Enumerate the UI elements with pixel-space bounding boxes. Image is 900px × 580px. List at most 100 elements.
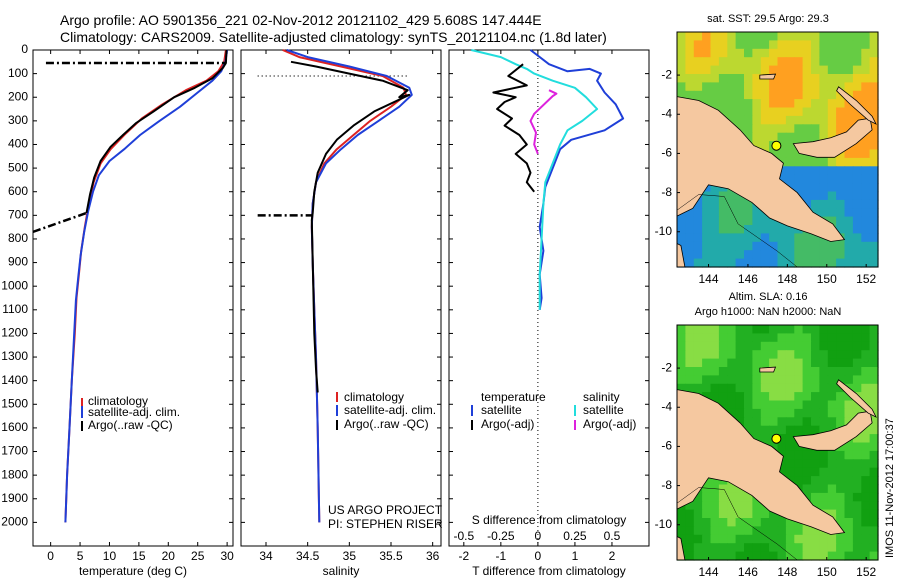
map-cell bbox=[735, 107, 745, 117]
map-cell bbox=[769, 425, 779, 435]
map-cell bbox=[718, 233, 728, 243]
map-cell bbox=[844, 501, 854, 511]
map-x-tick-label: 150 bbox=[817, 272, 837, 286]
temperature-xlabel: temperature (deg C) bbox=[79, 564, 187, 578]
map-cell bbox=[852, 526, 862, 536]
map-cell bbox=[819, 417, 829, 427]
map-cell bbox=[819, 325, 829, 334]
map-cell bbox=[752, 392, 762, 402]
map-cell bbox=[685, 258, 695, 268]
map-cell bbox=[802, 174, 812, 184]
map-cell bbox=[710, 509, 720, 519]
map-cell bbox=[827, 216, 837, 226]
map-cell bbox=[819, 183, 829, 193]
map-cell bbox=[869, 400, 879, 410]
map-cell bbox=[718, 350, 728, 360]
y-tick-label: 1600 bbox=[1, 420, 28, 434]
map-cell bbox=[836, 107, 846, 117]
map-cell bbox=[702, 74, 712, 83]
map-cell bbox=[752, 250, 762, 260]
map-cell bbox=[819, 333, 829, 343]
map-cell bbox=[785, 233, 795, 243]
map-cell bbox=[677, 65, 686, 75]
map-cell bbox=[802, 74, 812, 83]
map-cell bbox=[702, 208, 712, 218]
map-cell bbox=[785, 358, 795, 368]
map-cell bbox=[752, 408, 762, 418]
map-cell bbox=[677, 216, 686, 226]
map-cell bbox=[869, 551, 879, 561]
map-cell bbox=[769, 124, 779, 134]
y-tick-label: 1500 bbox=[1, 396, 28, 410]
map-cell bbox=[861, 459, 871, 469]
map-cell bbox=[844, 341, 854, 351]
map-cell bbox=[869, 233, 879, 243]
map-cell bbox=[844, 417, 854, 427]
map-cell bbox=[861, 258, 871, 268]
map-cell bbox=[836, 551, 846, 561]
map-cell bbox=[760, 241, 770, 251]
map-cell bbox=[744, 501, 753, 511]
map-cell bbox=[777, 392, 787, 402]
map-cell bbox=[861, 174, 871, 184]
map-cell bbox=[869, 518, 879, 527]
map-cell bbox=[727, 57, 737, 67]
map-cell bbox=[811, 82, 820, 92]
map-cell bbox=[710, 341, 720, 351]
map-cell bbox=[702, 543, 712, 553]
legend-label-t-satellite: satellite bbox=[481, 403, 522, 417]
map-cell bbox=[802, 82, 812, 92]
map-cell bbox=[710, 392, 720, 402]
sla-map-title-line2: Argo h1000: NaN h2000: NaN bbox=[695, 306, 842, 318]
map-x-tick-label: 144 bbox=[699, 272, 719, 286]
map-cell bbox=[744, 425, 753, 435]
map-cell bbox=[702, 325, 712, 334]
map-cell bbox=[836, 57, 846, 67]
map-cell bbox=[677, 32, 686, 41]
map-cell bbox=[735, 350, 745, 360]
map-cell bbox=[852, 166, 862, 176]
map-cell bbox=[819, 551, 829, 561]
map-cell bbox=[802, 48, 812, 58]
map-cell bbox=[802, 183, 812, 193]
map-cell bbox=[819, 492, 829, 502]
map-cell bbox=[735, 208, 745, 218]
map-cell bbox=[836, 442, 846, 452]
map-cell bbox=[685, 208, 695, 218]
sst-map-image bbox=[676, 32, 879, 268]
map-cell bbox=[827, 199, 837, 209]
map-cell bbox=[769, 400, 779, 410]
map-cell bbox=[744, 74, 753, 83]
map-cell bbox=[794, 341, 804, 351]
map-cell bbox=[702, 392, 712, 402]
map-cell bbox=[760, 32, 770, 41]
map-cell bbox=[718, 199, 728, 209]
map-cell bbox=[852, 250, 862, 260]
map-cell bbox=[861, 82, 871, 92]
map-cell bbox=[869, 157, 879, 167]
map-cell bbox=[811, 375, 820, 385]
map-cell bbox=[744, 400, 753, 410]
map-cell bbox=[752, 99, 762, 109]
map-cell bbox=[769, 216, 779, 226]
map-cell bbox=[785, 132, 795, 142]
map-cell bbox=[752, 400, 762, 410]
map-cell bbox=[744, 325, 753, 334]
map-cell bbox=[710, 57, 720, 67]
map-cell bbox=[819, 534, 829, 544]
map-cell bbox=[710, 90, 720, 100]
map-cell bbox=[752, 417, 762, 427]
map-cell bbox=[852, 534, 862, 544]
map-cell bbox=[752, 241, 762, 251]
map-cell bbox=[819, 65, 829, 75]
map-cell bbox=[727, 65, 737, 75]
map-cell bbox=[869, 484, 879, 494]
map-cell bbox=[727, 208, 737, 218]
legend-label-satellite: satellite-adj. clim. bbox=[88, 405, 180, 419]
map-cell bbox=[735, 225, 745, 234]
map-cell bbox=[693, 250, 703, 260]
map-cell bbox=[727, 367, 737, 376]
sla-map: Altim. SLA: 0.16 Argo h1000: NaN h2000: … bbox=[655, 291, 879, 579]
map-cell bbox=[760, 225, 770, 234]
map-cell bbox=[710, 48, 720, 58]
